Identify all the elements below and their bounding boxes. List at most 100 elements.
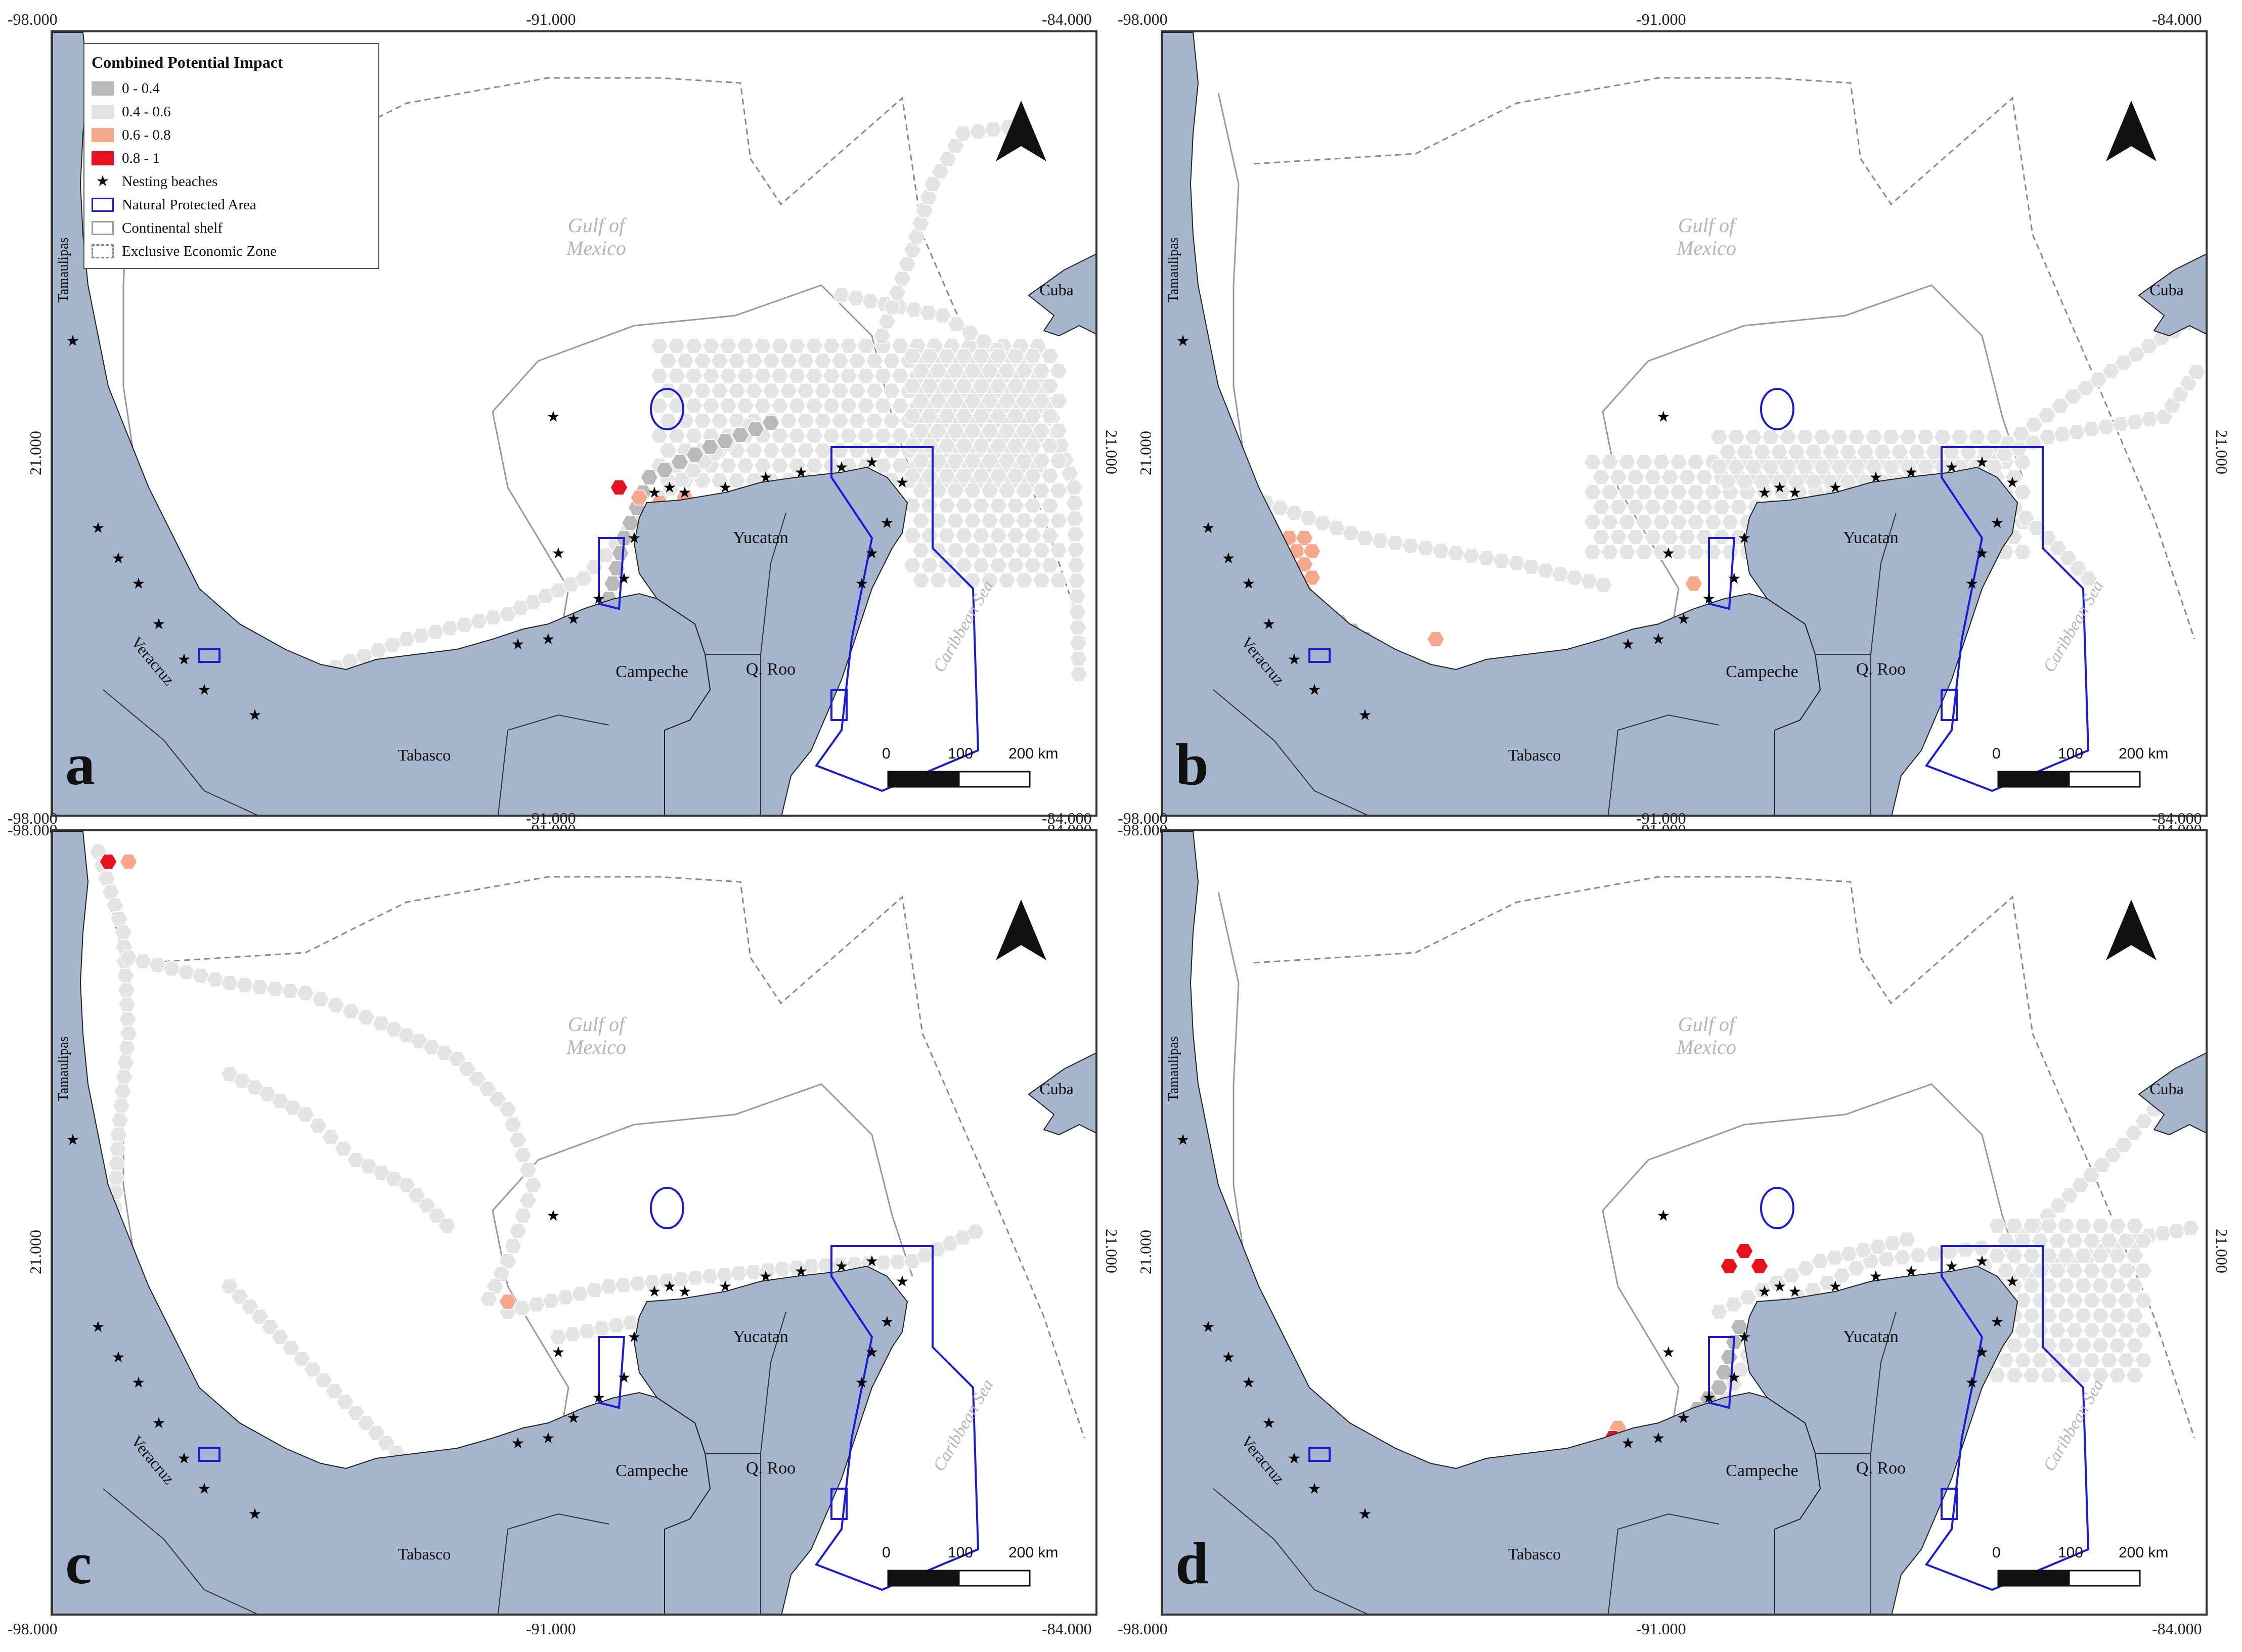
legend-swatch (92, 81, 114, 96)
impact-hex-0.4-0.6 (929, 572, 947, 589)
impact-hex-0.4-0.6 (1041, 527, 1059, 544)
impact-hex-0.4-0.6 (118, 997, 136, 1013)
impact-hex-0.4-0.6 (281, 983, 299, 999)
nesting-beach-star-icon: ★ (178, 1450, 191, 1467)
state-label-yucatan: Yucatan (733, 1327, 788, 1346)
impact-hex-0.4-0.6 (797, 353, 815, 369)
impact-hex-0.4-0.6 (1068, 604, 1087, 620)
impact-hex-0.4-0.6 (659, 353, 677, 369)
impact-hex-0.4-0.6 (1796, 1260, 1815, 1276)
impact-hex-0.4-0.6 (1833, 1268, 1851, 1284)
impact-hex-0.4-0.6 (1669, 454, 1688, 470)
impact-hex-0.4-0.6 (1065, 479, 1083, 496)
impact-hex-0.4-0.6 (874, 397, 892, 414)
nesting-beach-star-icon: ★ (542, 631, 555, 648)
impact-hex-0-0.4 (1720, 1349, 1738, 1365)
impact-hex-0.4-0.6 (115, 1069, 134, 1085)
nesting-beach-star-icon: ★ (855, 1374, 869, 1391)
impact-hex-0.4-0.6 (1024, 468, 1042, 484)
impact-hex-0.4-0.6 (1768, 1275, 1786, 1291)
nesting-beach-star-icon: ★ (542, 1430, 555, 1447)
impact-hex-0.4-0.6 (969, 123, 987, 140)
impact-hex-0.6-0.8 (499, 1293, 517, 1310)
impact-hex-0.4-0.6 (832, 287, 851, 303)
impact-hex-0.4-0.6 (787, 1260, 806, 1276)
impact-hex-0.4-0.6 (989, 468, 1007, 484)
impact-hex-0.4-0.6 (1796, 459, 1814, 475)
impact-hex-0.4-0.6 (1522, 559, 1541, 575)
impact-hex-0.4-0.6 (1753, 444, 1771, 460)
impact-hex-0.4-0.6 (1609, 469, 1628, 485)
impact-hex-0.8-1 (1735, 1243, 1753, 1259)
impact-hex-0.4-0.6 (1626, 469, 1645, 485)
impact-hex-0.4-0.6 (1644, 529, 1662, 545)
impact-hex-0.4-0.6 (1933, 429, 1952, 445)
impact-hex-0.4-0.6 (2074, 1277, 2092, 1293)
panel-letter: b (1175, 731, 1209, 797)
impact-hex-0.4-0.6 (938, 378, 956, 394)
impact-hex-0.4-0.6 (771, 368, 789, 384)
nesting-beach-star-icon: ★ (835, 1258, 849, 1275)
impact-hex-0.4-0.6 (2083, 1352, 2101, 1368)
nesting-beach-star-icon: ★ (1991, 515, 2004, 531)
impact-hex-0.4-0.6 (963, 482, 982, 499)
scale-label-hundred: 100 (948, 745, 974, 762)
impact-hex-0.4-0.6 (2100, 1352, 2118, 1368)
nesting-beach-star-icon: ★ (1288, 1450, 1301, 1467)
impact-hex-0.4-0.6 (2023, 1277, 2041, 1293)
impact-hex-0.4-0.6 (1041, 557, 1059, 573)
impact-hex-0.4-0.6 (744, 1264, 763, 1280)
impact-hex-0.4-0.6 (1813, 429, 1831, 445)
impact-hex-0.4-0.6 (2134, 1263, 2152, 1279)
impact-hex-0.4-0.6 (1447, 545, 1465, 561)
impact-hex-0.4-0.6 (549, 1329, 567, 1345)
impact-hex-0.4-0.6 (938, 438, 956, 454)
scale-label-two-hundred: 200 km (2119, 745, 2169, 762)
scale-label-two-hundred: 200 km (1008, 745, 1059, 762)
impact-hex-0.4-0.6 (1678, 499, 1696, 515)
impact-hex-0.4-0.6 (1618, 514, 1636, 530)
impact-hex-0.4-0.6 (1779, 429, 1797, 445)
impact-hex-0.4-0.6 (2057, 1367, 2075, 1383)
impact-hex-0.4-0.6 (771, 338, 789, 354)
impact-hex-0.4-0.6 (412, 628, 430, 644)
state-label-yucatan: Yucatan (1843, 1327, 1899, 1346)
latitude-label-left: 21.000 (26, 431, 45, 475)
nesting-beach-star-icon: ★ (648, 1283, 662, 1300)
impact-hex-0.4-0.6 (1536, 562, 1555, 578)
impact-hex-0.4-0.6 (1417, 540, 1435, 556)
nesting-beach-star-icon: ★ (881, 1314, 894, 1330)
nesting-beach-star-icon: ★ (1262, 1415, 1276, 1432)
longitude-label-left: -98.000 (8, 809, 58, 827)
impact-hex-0.4-0.6 (2013, 544, 2032, 560)
state-boundary (497, 714, 609, 815)
impact-hex-0.4-0.6 (903, 378, 921, 394)
mainland (53, 32, 711, 815)
impact-hex-0.4-0.6 (2126, 1218, 2144, 1234)
impact-hex-0.4-0.6 (2013, 484, 2032, 500)
nesting-beach-star-icon: ★ (1975, 1253, 1989, 1270)
impact-hex-0.4-0.6 (1739, 1289, 1757, 1305)
natural-protected-area (650, 388, 684, 430)
legend-swatch (92, 151, 114, 165)
impact-hex-0.4-0.6 (814, 413, 832, 429)
nesting-beach-star-icon: ★ (592, 1390, 606, 1406)
cuba-label: Cuba (2149, 1080, 2184, 1098)
impact-hex-0.4-0.6 (954, 125, 972, 142)
impact-hex-0.4-0.6 (1584, 514, 1602, 530)
nesting-beach-star-icon: ★ (1242, 1374, 1256, 1391)
impact-hex-0.4-0.6 (2014, 1322, 2032, 1338)
impact-hex-0.4-0.6 (383, 637, 402, 653)
impact-hex-0.4-0.6 (1006, 468, 1025, 484)
impact-hex-0.4-0.6 (874, 368, 892, 384)
impact-hex-0.4-0.6 (519, 1162, 537, 1178)
impact-hex-0.4-0.6 (946, 363, 964, 379)
impact-hex-0.4-0.6 (423, 1039, 441, 1055)
impact-hex-0.4-0.6 (989, 408, 1007, 424)
impact-hex-0.4-0.6 (1024, 557, 1042, 573)
impact-hex-0.4-0.6 (1736, 444, 1754, 460)
nesting-beach-star-icon: ★ (92, 520, 105, 537)
impact-hex-0.4-0.6 (2111, 416, 2130, 432)
impact-hex-0.4-0.6 (1049, 512, 1068, 528)
impact-hex-0.4-0.6 (1669, 544, 1688, 560)
